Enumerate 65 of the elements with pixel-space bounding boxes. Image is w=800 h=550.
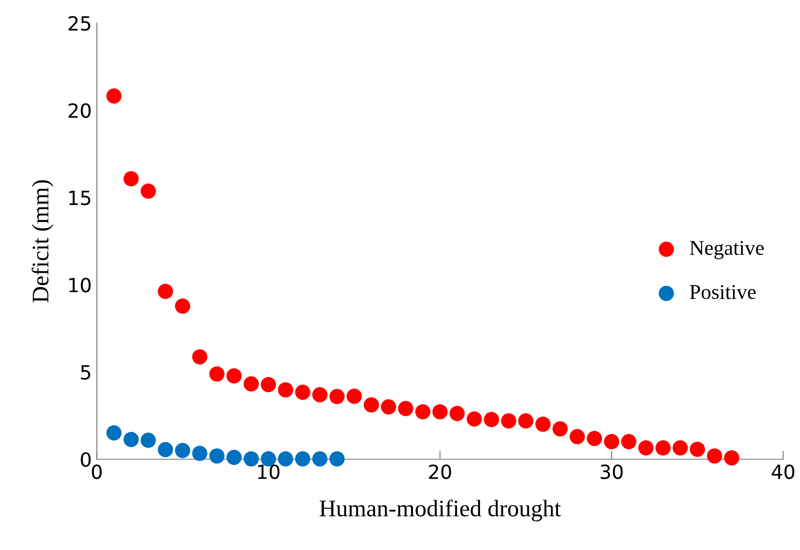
point [278, 451, 294, 467]
point [552, 421, 568, 436]
legend-label: Negative [690, 240, 764, 260]
point [312, 451, 328, 467]
point [432, 404, 448, 420]
point [106, 88, 122, 104]
point [586, 430, 602, 446]
point [226, 450, 242, 465]
point [706, 448, 722, 464]
point [226, 368, 242, 384]
y-tick-label: 10 [69, 278, 91, 292]
point [140, 432, 156, 448]
point [209, 448, 225, 464]
point [690, 442, 706, 457]
x-axis-title: Human-modified drought [320, 500, 561, 522]
point [106, 425, 122, 441]
point [295, 451, 310, 467]
point [604, 434, 620, 450]
point [158, 284, 174, 300]
legend-label: Positive [690, 285, 756, 300]
point [124, 432, 139, 448]
point [398, 400, 414, 416]
point [124, 171, 139, 186]
x-tick-label: 30 [600, 464, 623, 480]
x-tick-label: 0 [92, 464, 102, 480]
y-axis-title: Deficit (mm) [32, 180, 54, 302]
point [295, 384, 310, 400]
point [484, 412, 500, 428]
point [535, 416, 551, 432]
point [638, 440, 654, 456]
x-tick-label: 20 [429, 464, 452, 480]
point [655, 440, 671, 456]
x-tick-label: 10 [258, 464, 280, 480]
point [380, 399, 396, 415]
point [209, 366, 225, 382]
point [158, 442, 174, 458]
point [329, 451, 345, 467]
point [192, 349, 208, 364]
point [570, 428, 585, 444]
point [244, 376, 259, 392]
point [192, 446, 208, 461]
point [278, 382, 294, 398]
point [329, 388, 345, 404]
point [174, 298, 190, 314]
y-tick-label: 0 [80, 452, 91, 467]
point [260, 376, 276, 392]
point [621, 434, 636, 450]
y-tick-label: 20 [68, 103, 91, 118]
x-tick-label: 40 [772, 464, 794, 480]
y-tick-label: 5 [81, 365, 90, 380]
point [312, 387, 328, 402]
point [466, 411, 482, 427]
point [415, 404, 430, 420]
point [244, 451, 259, 467]
point [501, 413, 516, 428]
point [724, 450, 740, 466]
point [174, 442, 190, 458]
point [450, 406, 465, 422]
point [672, 440, 688, 456]
point [364, 397, 379, 412]
y-tick-label: 25 [68, 16, 90, 31]
point [346, 388, 362, 404]
y-tick-label: 15 [69, 190, 90, 206]
point [518, 413, 534, 428]
point [140, 184, 156, 199]
